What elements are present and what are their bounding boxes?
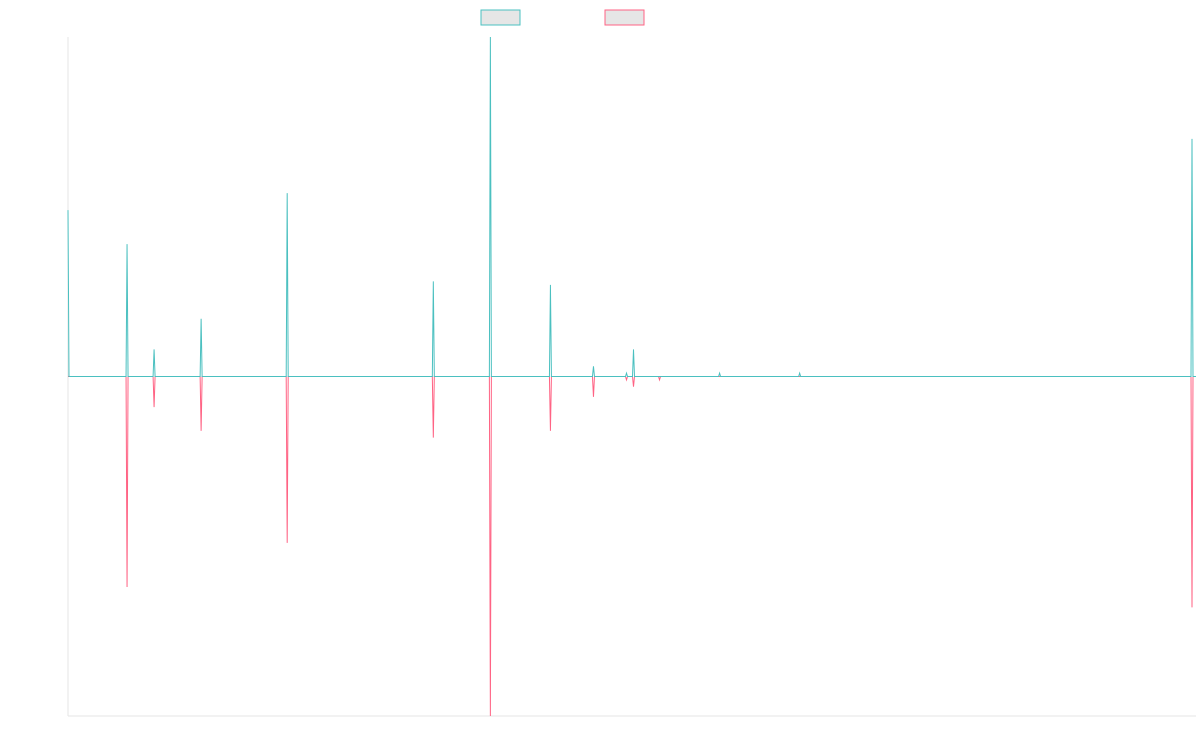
legend-swatch-0 bbox=[480, 9, 521, 26]
plot-area bbox=[67, 36, 1196, 717]
legend-swatch-1 bbox=[604, 9, 645, 26]
series-line-1 bbox=[68, 376, 1196, 717]
series-line-0 bbox=[67, 36, 1196, 377]
legend bbox=[480, 9, 645, 26]
